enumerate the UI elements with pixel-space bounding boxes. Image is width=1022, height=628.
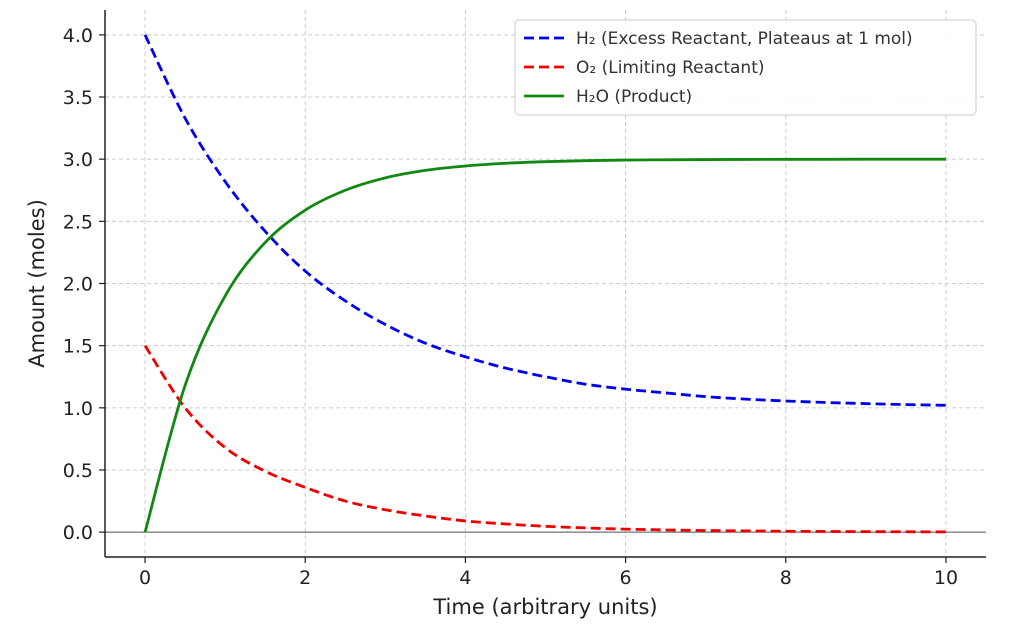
x-tick-label: 4 [459, 567, 471, 589]
series-line-1 [143, 34, 946, 407]
legend-label: H₂ (Excess Reactant, Plateaus at 1 mol) [576, 29, 913, 49]
legend-box [514, 19, 977, 116]
series-lines [143, 34, 946, 534]
series-line-3 [143, 157, 946, 533]
x-tick-label: 6 [620, 567, 632, 589]
legend: H₂ (Excess Reactant, Plateaus at 1 mol) O… [514, 19, 977, 116]
x-tick-label: 8 [780, 567, 792, 589]
y-tick-label: 2.0 [63, 274, 93, 296]
y-axis-label: Amount (moles) [25, 199, 49, 368]
y-tick-label: 0.5 [63, 460, 93, 482]
x-axis-label: Time (arbitrary units) [432, 595, 657, 619]
legend-label: O₂ (Limiting Reactant) [576, 58, 765, 78]
y-tick-label: 3.5 [63, 87, 93, 109]
x-tick-label: 2 [299, 567, 311, 589]
y-tick-label: 0.0 [63, 522, 93, 544]
x-tick-label: 0 [139, 567, 151, 589]
series-line-2 [143, 344, 946, 534]
axes: 0 2 4 6 8 10 0.0 0.5 1.0 1.5 2.0 2.5 3.0 3.5 4.0 [63, 10, 986, 589]
y-tick-label: 1.0 [63, 398, 93, 420]
x-tick-label: 10 [934, 567, 958, 589]
y-tick-label: 3.0 [63, 149, 93, 171]
y-tick-label: 1.5 [63, 336, 93, 358]
legend-label: H₂O (Product) [576, 87, 692, 107]
y-tick-label: 2.5 [63, 211, 93, 233]
y-tick-label: 4.0 [63, 25, 93, 47]
